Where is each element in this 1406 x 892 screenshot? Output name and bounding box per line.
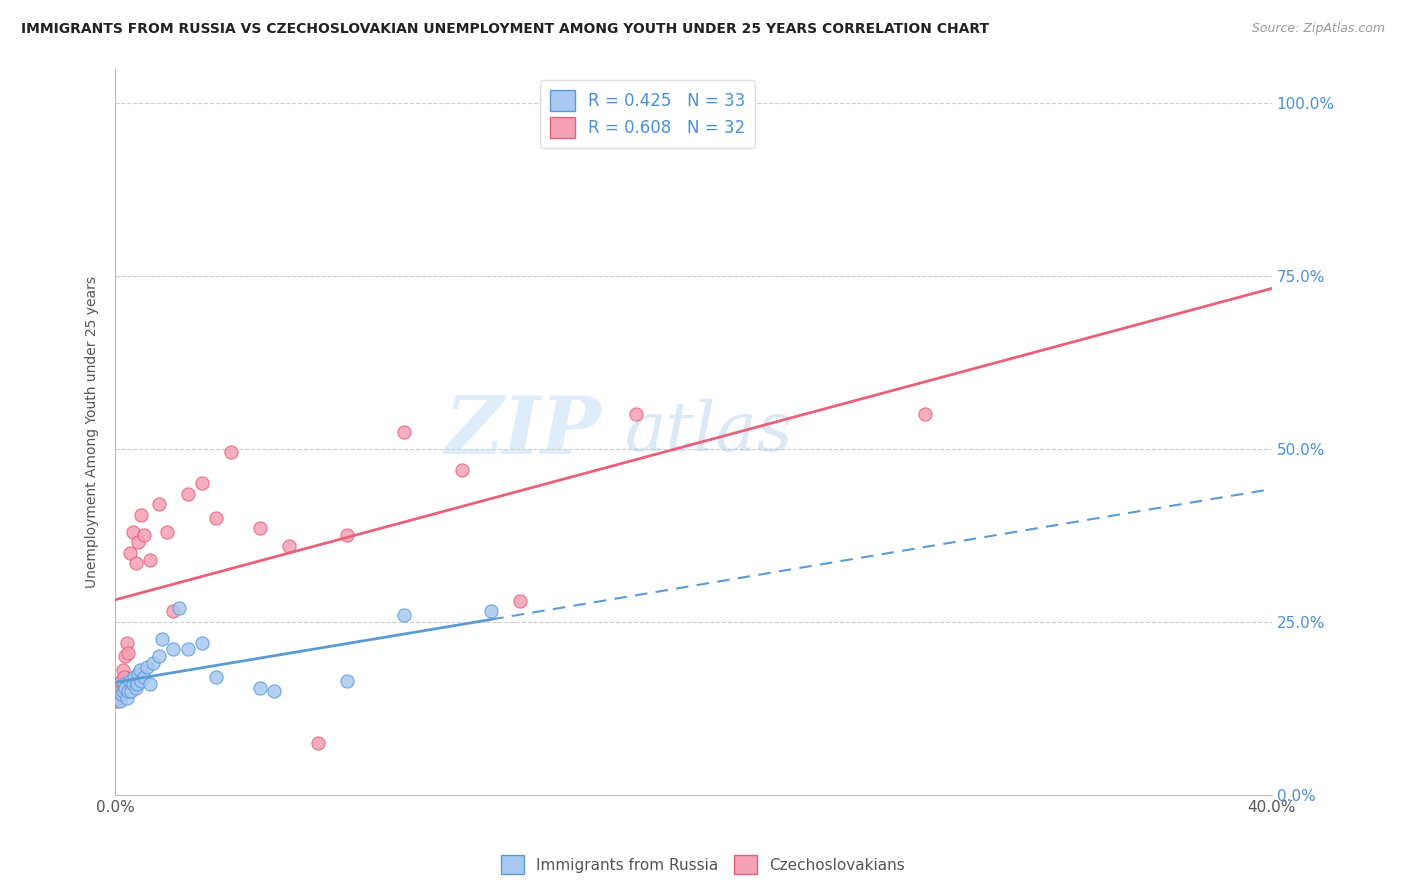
Point <box>105 694 128 708</box>
Y-axis label: Unemployment Among Youth under 25 years: Unemployment Among Youth under 25 years <box>86 276 100 588</box>
Point <box>307 736 329 750</box>
Point <box>914 407 936 421</box>
Point <box>115 690 138 705</box>
Point <box>127 666 149 681</box>
Legend: R = 0.425   N = 33, R = 0.608   N = 32: R = 0.425 N = 33, R = 0.608 N = 32 <box>540 80 755 148</box>
Point <box>117 646 139 660</box>
Point <box>249 681 271 695</box>
Point <box>124 681 146 695</box>
Point <box>134 528 156 542</box>
Text: Source: ZipAtlas.com: Source: ZipAtlas.com <box>1251 22 1385 36</box>
Point <box>136 659 159 673</box>
Point <box>336 673 359 688</box>
Point <box>205 670 228 684</box>
Point <box>120 684 142 698</box>
Point <box>139 677 162 691</box>
Point <box>162 604 184 618</box>
Point <box>114 681 136 695</box>
Point <box>115 635 138 649</box>
Point <box>148 497 170 511</box>
Text: ZIP: ZIP <box>444 392 600 470</box>
Point <box>108 694 131 708</box>
Point <box>263 684 285 698</box>
Point <box>451 463 474 477</box>
Point <box>176 642 198 657</box>
Point <box>117 684 139 698</box>
Point <box>191 635 214 649</box>
Point <box>118 546 141 560</box>
Point <box>122 670 145 684</box>
Point <box>150 632 173 646</box>
Point <box>167 601 190 615</box>
Point <box>111 663 134 677</box>
Point <box>624 407 647 421</box>
Point <box>394 425 416 439</box>
Point <box>277 539 299 553</box>
Point <box>112 677 135 691</box>
Point <box>176 487 198 501</box>
Point <box>205 511 228 525</box>
Point <box>121 524 143 539</box>
Legend: Immigrants from Russia, Czechoslovakians: Immigrants from Russia, Czechoslovakians <box>495 849 911 880</box>
Point <box>110 673 132 688</box>
Point <box>111 684 134 698</box>
Point <box>509 594 531 608</box>
Point <box>129 673 152 688</box>
Text: IMMIGRANTS FROM RUSSIA VS CZECHOSLOVAKIAN UNEMPLOYMENT AMONG YOUTH UNDER 25 YEAR: IMMIGRANTS FROM RUSSIA VS CZECHOSLOVAKIA… <box>21 22 990 37</box>
Point <box>114 649 136 664</box>
Point <box>249 521 271 535</box>
Point <box>139 552 162 566</box>
Point <box>336 528 359 542</box>
Point <box>121 677 143 691</box>
Point <box>127 535 149 549</box>
Point <box>219 445 242 459</box>
Point <box>479 604 502 618</box>
Point <box>134 670 156 684</box>
Point <box>162 642 184 657</box>
Point <box>142 657 165 671</box>
Point <box>110 687 132 701</box>
Point <box>112 670 135 684</box>
Point <box>107 690 129 705</box>
Point <box>118 673 141 688</box>
Point <box>124 556 146 570</box>
Point <box>128 663 150 677</box>
Point <box>125 677 148 691</box>
Point <box>129 508 152 522</box>
Point <box>108 684 131 698</box>
Text: atlas: atlas <box>624 398 793 465</box>
Point <box>394 607 416 622</box>
Point <box>148 649 170 664</box>
Point <box>156 524 179 539</box>
Point <box>191 476 214 491</box>
Point <box>107 690 129 705</box>
